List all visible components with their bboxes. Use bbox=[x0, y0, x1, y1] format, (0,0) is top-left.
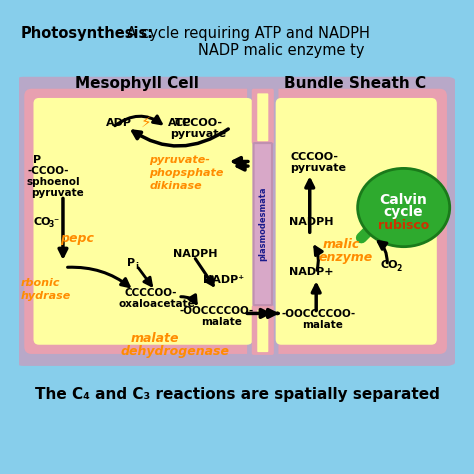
Text: malic: malic bbox=[323, 238, 360, 251]
Text: malate: malate bbox=[302, 320, 343, 330]
Text: rubisco: rubisco bbox=[378, 219, 429, 232]
Text: A cycle requiring ATP and NADPH: A cycle requiring ATP and NADPH bbox=[122, 26, 370, 41]
Text: -OOCCCCOO-: -OOCCCCOO- bbox=[180, 306, 254, 316]
Text: NADPH: NADPH bbox=[289, 217, 333, 227]
Text: pyruvate: pyruvate bbox=[170, 129, 226, 139]
Text: P: P bbox=[128, 258, 136, 268]
Text: 2: 2 bbox=[396, 264, 401, 273]
Text: phopsphate: phopsphate bbox=[149, 168, 224, 178]
Text: Bundle Sheath C: Bundle Sheath C bbox=[284, 76, 426, 91]
Text: sphoenol: sphoenol bbox=[26, 177, 80, 187]
Text: pepc: pepc bbox=[60, 232, 94, 246]
FancyBboxPatch shape bbox=[252, 89, 274, 144]
FancyBboxPatch shape bbox=[34, 98, 253, 345]
Text: NADP malic enzyme ty: NADP malic enzyme ty bbox=[198, 43, 365, 58]
Text: i: i bbox=[136, 262, 139, 271]
Text: The C₄ and C₃ reactions are spatially separated: The C₄ and C₃ reactions are spatially se… bbox=[35, 387, 439, 402]
FancyBboxPatch shape bbox=[276, 98, 437, 345]
Text: pyruvate: pyruvate bbox=[291, 164, 346, 173]
Text: enzyme: enzyme bbox=[319, 251, 373, 264]
Text: NADP⁺: NADP⁺ bbox=[203, 275, 244, 285]
Text: CCCCOO-: CCCCOO- bbox=[125, 288, 177, 298]
Text: Calvin: Calvin bbox=[380, 193, 428, 207]
FancyBboxPatch shape bbox=[254, 143, 272, 305]
Text: CO: CO bbox=[381, 260, 398, 270]
Text: CCCOO-: CCCOO- bbox=[174, 118, 222, 128]
Ellipse shape bbox=[357, 168, 450, 246]
Text: Mesophyll Cell: Mesophyll Cell bbox=[75, 76, 199, 91]
FancyBboxPatch shape bbox=[24, 89, 262, 354]
Text: 3: 3 bbox=[48, 220, 54, 229]
Text: cycle: cycle bbox=[384, 205, 423, 219]
Text: pyruvate-: pyruvate- bbox=[149, 155, 210, 165]
Text: ⚡: ⚡ bbox=[140, 115, 151, 129]
Text: plasmodesmata: plasmodesmata bbox=[258, 187, 267, 261]
Text: dikinase: dikinase bbox=[149, 181, 202, 191]
FancyBboxPatch shape bbox=[256, 77, 458, 366]
Text: ADP: ADP bbox=[106, 118, 132, 128]
Text: Photosynthesis:: Photosynthesis: bbox=[20, 26, 154, 41]
Text: NADP+: NADP+ bbox=[289, 267, 333, 277]
Text: NADPH: NADPH bbox=[173, 249, 218, 259]
FancyBboxPatch shape bbox=[12, 77, 274, 366]
Text: -CCOO-: -CCOO- bbox=[28, 166, 70, 176]
Text: dehydrogenase: dehydrogenase bbox=[120, 345, 229, 358]
Text: hydrase: hydrase bbox=[20, 292, 71, 301]
Text: ATP: ATP bbox=[168, 118, 191, 128]
Text: malate: malate bbox=[131, 332, 180, 345]
FancyBboxPatch shape bbox=[250, 140, 276, 308]
Text: -OOCCCCOO-: -OOCCCCOO- bbox=[281, 309, 356, 319]
FancyBboxPatch shape bbox=[257, 310, 268, 352]
FancyArrowPatch shape bbox=[362, 228, 371, 238]
Text: CCCOO-: CCCOO- bbox=[291, 152, 338, 162]
FancyBboxPatch shape bbox=[257, 93, 268, 141]
FancyBboxPatch shape bbox=[247, 85, 278, 146]
Text: P: P bbox=[33, 155, 41, 165]
Text: CO: CO bbox=[34, 217, 51, 227]
Text: ⁻: ⁻ bbox=[54, 217, 59, 227]
Text: malate: malate bbox=[201, 317, 242, 327]
FancyBboxPatch shape bbox=[252, 305, 274, 355]
Text: rbonic: rbonic bbox=[20, 278, 60, 289]
Text: pyruvate: pyruvate bbox=[31, 188, 83, 198]
FancyBboxPatch shape bbox=[267, 89, 447, 354]
FancyBboxPatch shape bbox=[247, 301, 278, 357]
Text: oxaloacetate: oxaloacetate bbox=[118, 299, 195, 309]
